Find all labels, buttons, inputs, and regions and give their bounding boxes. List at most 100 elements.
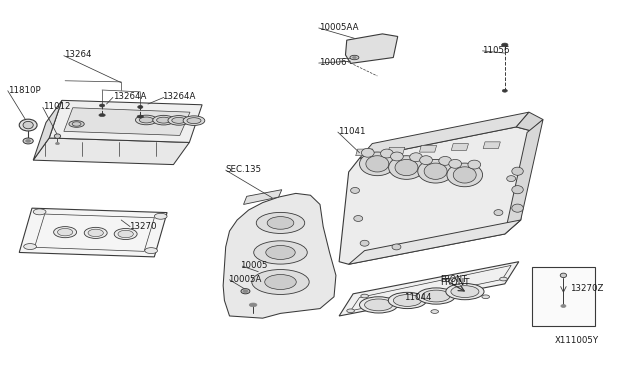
Ellipse shape: [172, 118, 186, 124]
Text: 10006: 10006: [319, 58, 346, 67]
Text: 11056: 11056: [483, 46, 510, 55]
Ellipse shape: [347, 309, 355, 312]
Ellipse shape: [54, 227, 77, 238]
Text: FRONT: FRONT: [440, 275, 467, 283]
Ellipse shape: [392, 244, 401, 250]
Ellipse shape: [84, 227, 107, 238]
Ellipse shape: [418, 160, 454, 183]
Ellipse shape: [114, 228, 137, 240]
Text: 10005A: 10005A: [228, 275, 261, 283]
Ellipse shape: [253, 241, 307, 264]
Ellipse shape: [256, 212, 305, 234]
Ellipse shape: [183, 116, 205, 125]
Bar: [532, 267, 595, 326]
Ellipse shape: [354, 215, 363, 221]
Polygon shape: [516, 112, 543, 131]
Ellipse shape: [249, 303, 257, 307]
Polygon shape: [388, 147, 404, 154]
Ellipse shape: [494, 210, 503, 215]
Ellipse shape: [361, 294, 369, 298]
Ellipse shape: [512, 204, 524, 212]
Ellipse shape: [365, 299, 393, 311]
Ellipse shape: [500, 277, 508, 281]
Ellipse shape: [447, 163, 483, 187]
Ellipse shape: [243, 290, 248, 293]
Text: 10005: 10005: [241, 261, 268, 270]
Ellipse shape: [351, 187, 360, 193]
Polygon shape: [483, 142, 500, 148]
Ellipse shape: [252, 270, 309, 295]
Text: SEC.135: SEC.135: [226, 165, 262, 174]
Polygon shape: [49, 100, 202, 142]
Ellipse shape: [267, 217, 294, 229]
Ellipse shape: [388, 292, 426, 309]
Ellipse shape: [395, 160, 418, 176]
Ellipse shape: [390, 152, 403, 161]
Text: 11012: 11012: [43, 102, 70, 111]
Ellipse shape: [422, 290, 450, 302]
Ellipse shape: [136, 115, 157, 125]
Polygon shape: [419, 145, 436, 152]
Ellipse shape: [439, 157, 452, 165]
Text: 13270: 13270: [129, 222, 156, 231]
Text: 11041: 11041: [338, 127, 365, 136]
Polygon shape: [19, 208, 167, 257]
Polygon shape: [346, 34, 397, 63]
Text: 11810P: 11810P: [8, 86, 40, 94]
Text: 13264A: 13264A: [162, 92, 195, 101]
Ellipse shape: [394, 295, 421, 307]
Ellipse shape: [512, 167, 524, 175]
Ellipse shape: [417, 288, 455, 304]
Ellipse shape: [410, 153, 422, 161]
Ellipse shape: [360, 297, 397, 313]
Ellipse shape: [362, 148, 374, 157]
Ellipse shape: [145, 248, 157, 254]
Polygon shape: [339, 262, 519, 316]
Ellipse shape: [26, 140, 31, 142]
Ellipse shape: [482, 295, 490, 299]
Ellipse shape: [88, 229, 103, 237]
Ellipse shape: [99, 113, 105, 116]
Ellipse shape: [381, 149, 394, 158]
Polygon shape: [33, 100, 62, 160]
Text: FRONT: FRONT: [440, 278, 469, 287]
Ellipse shape: [350, 55, 359, 60]
Ellipse shape: [360, 240, 369, 246]
Ellipse shape: [23, 121, 33, 129]
Ellipse shape: [140, 117, 154, 123]
Text: 13264A: 13264A: [113, 92, 147, 101]
Ellipse shape: [24, 244, 36, 250]
Ellipse shape: [58, 228, 73, 236]
Polygon shape: [339, 127, 531, 264]
Text: 13270Z: 13270Z: [570, 284, 604, 293]
Ellipse shape: [388, 156, 424, 179]
Ellipse shape: [451, 286, 479, 298]
Ellipse shape: [56, 142, 60, 145]
Ellipse shape: [468, 160, 481, 169]
Ellipse shape: [353, 57, 356, 59]
Polygon shape: [223, 193, 336, 318]
Ellipse shape: [360, 152, 395, 176]
Polygon shape: [356, 149, 373, 156]
Polygon shape: [349, 220, 521, 264]
Ellipse shape: [118, 230, 133, 238]
Ellipse shape: [72, 122, 81, 126]
Ellipse shape: [241, 289, 250, 294]
Ellipse shape: [138, 106, 143, 109]
Ellipse shape: [23, 138, 33, 144]
Polygon shape: [64, 108, 190, 135]
Ellipse shape: [502, 43, 508, 47]
Text: X111005Y: X111005Y: [554, 336, 598, 345]
Text: 13264: 13264: [64, 51, 92, 60]
Ellipse shape: [512, 186, 524, 194]
Ellipse shape: [154, 213, 167, 219]
Ellipse shape: [424, 163, 447, 179]
Ellipse shape: [266, 246, 295, 259]
Polygon shape: [360, 112, 529, 158]
Ellipse shape: [153, 115, 175, 125]
Ellipse shape: [446, 283, 484, 300]
Ellipse shape: [19, 119, 37, 131]
Ellipse shape: [157, 117, 171, 123]
Ellipse shape: [449, 160, 461, 168]
Ellipse shape: [265, 275, 296, 289]
